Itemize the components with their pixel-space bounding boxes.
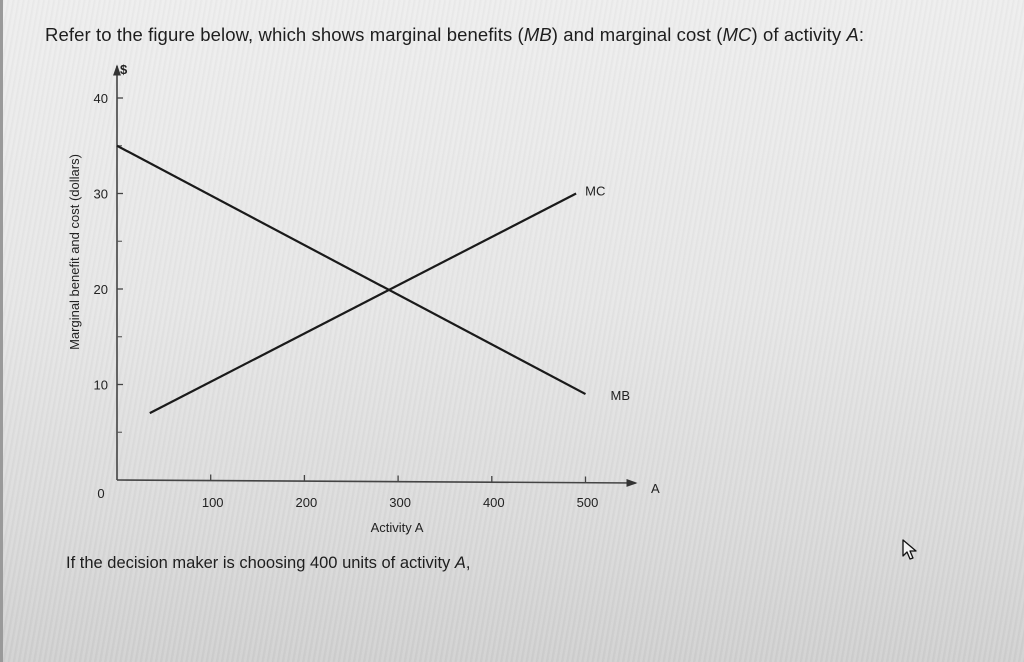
mc-abbreviation: MC — [722, 24, 752, 45]
x-axis-title: Activity A — [371, 520, 424, 535]
question-suffix: ) of activity — [751, 24, 847, 45]
y-axis-title: Marginal benefit and cost (dollars) — [67, 154, 82, 350]
followup-question-text: If the decision maker is choosing 400 un… — [66, 554, 470, 573]
y-axis-ticks: 10 20 30 40 — [94, 91, 123, 433]
y-axis-unit-label: $ — [120, 62, 128, 77]
mb-line — [116, 144, 587, 396]
x-tick-label: 200 — [296, 495, 318, 510]
mc-line — [149, 192, 577, 415]
x-tick-label: 500 — [577, 495, 599, 510]
y-tick-label: 10 — [94, 378, 108, 393]
x-tick-label: 0 — [97, 486, 104, 501]
chart-axes — [113, 64, 638, 487]
y-tick-label: 30 — [94, 187, 108, 202]
x-tick-label: 300 — [389, 495, 411, 510]
x-axis-end-label: A — [651, 481, 660, 496]
followup-activity-variable: A — [454, 554, 466, 572]
x-axis — [116, 478, 638, 487]
y-tick-label: 40 — [94, 91, 108, 106]
question-prefix: Refer to the figure below, which shows m… — [45, 24, 524, 45]
question-end: : — [858, 24, 865, 45]
followup-end: , — [465, 554, 471, 572]
mouse-cursor-icon — [902, 539, 917, 560]
chart-series: MB MC — [116, 144, 631, 415]
mb-series-label: MB — [611, 388, 631, 403]
x-tick-label: 400 — [483, 495, 505, 510]
followup-text: If the decision maker is choosing 400 un… — [66, 554, 455, 572]
activity-variable: A — [846, 24, 859, 45]
screen-edge — [0, 0, 3, 662]
question-middle: ) and marginal cost ( — [551, 24, 723, 45]
mc-series-label: MC — [585, 184, 605, 199]
question-text: Refer to the figure below, which shows m… — [45, 24, 864, 46]
y-tick-label: 20 — [94, 282, 108, 297]
x-tick-label: 100 — [202, 495, 224, 510]
x-axis-ticks: 0 100 200 300 400 500 — [97, 474, 599, 510]
mb-abbreviation: MB — [523, 24, 552, 45]
